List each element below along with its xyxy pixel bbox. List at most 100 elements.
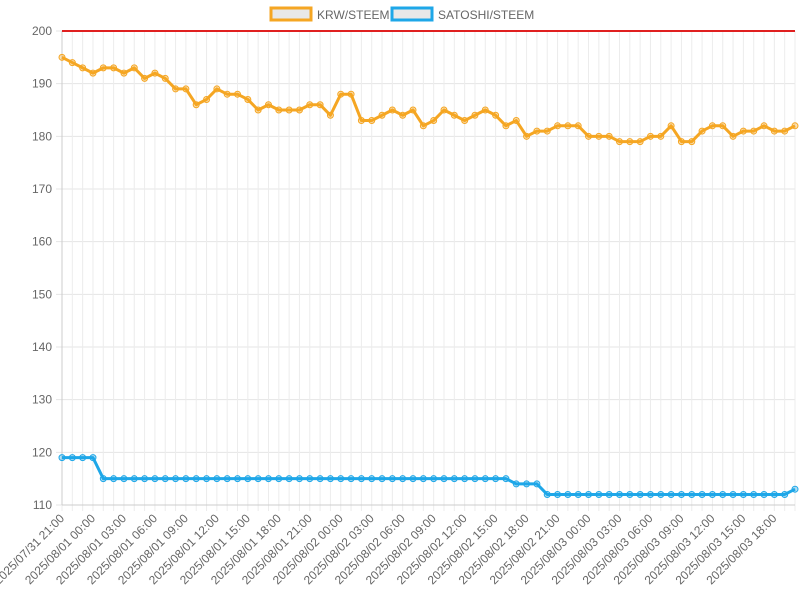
data-point [79, 454, 87, 462]
data-point [543, 127, 551, 135]
data-point [461, 475, 469, 483]
data-point [605, 132, 613, 140]
data-point [68, 454, 76, 462]
data-point [739, 490, 747, 498]
data-point [347, 90, 355, 98]
data-point [223, 90, 231, 98]
data-point [719, 122, 727, 130]
data-point [192, 475, 200, 483]
data-point [564, 490, 572, 498]
data-point [378, 475, 386, 483]
data-point [213, 475, 221, 483]
data-point [68, 59, 76, 67]
data-point [512, 117, 520, 125]
data-point [646, 490, 654, 498]
data-point [646, 132, 654, 140]
data-point [791, 122, 799, 130]
data-point [419, 122, 427, 130]
data-point [440, 106, 448, 114]
data-point [430, 117, 438, 125]
data-point [89, 454, 97, 462]
data-point [698, 490, 706, 498]
data-point [120, 475, 128, 483]
data-point [130, 475, 138, 483]
y-axis: 110 120 130 140 150 160 170 180 190 200 [32, 24, 52, 512]
y-tick-label: 200 [32, 24, 52, 38]
chart-grid [56, 30, 796, 511]
data-point [192, 101, 200, 109]
data-point [357, 117, 365, 125]
data-point [388, 475, 396, 483]
data-point [110, 64, 118, 72]
data-point [151, 475, 159, 483]
data-point [141, 74, 149, 82]
y-tick-label: 160 [32, 235, 52, 249]
data-point [471, 475, 479, 483]
data-point [688, 138, 696, 146]
data-point [306, 101, 314, 109]
data-point [554, 490, 562, 498]
data-point [203, 475, 211, 483]
data-point [512, 480, 520, 488]
data-point [595, 132, 603, 140]
data-point [667, 122, 675, 130]
y-tick-label: 120 [32, 445, 52, 459]
y-tick-label: 140 [32, 340, 52, 354]
data-point [471, 111, 479, 119]
data-point [295, 106, 303, 114]
series-group [58, 53, 799, 498]
data-point [409, 106, 417, 114]
data-point [481, 106, 489, 114]
y-tick-label: 110 [33, 498, 52, 512]
data-point [295, 475, 303, 483]
y-tick-label: 170 [32, 182, 52, 196]
data-point [79, 64, 87, 72]
data-point [708, 490, 716, 498]
data-point [234, 475, 242, 483]
data-point [615, 490, 623, 498]
series-line-1 [62, 456, 796, 496]
data-point [285, 106, 293, 114]
data-point [430, 475, 438, 483]
data-point [626, 490, 634, 498]
data-point [719, 490, 727, 498]
data-point [378, 111, 386, 119]
data-point [533, 480, 541, 488]
data-point [203, 95, 211, 103]
data-point [357, 475, 365, 483]
data-point [316, 475, 324, 483]
data-point [574, 122, 582, 130]
data-point [254, 475, 262, 483]
data-point [213, 85, 221, 93]
data-point [234, 90, 242, 98]
data-point [182, 85, 190, 93]
data-point [791, 485, 799, 493]
data-point [388, 106, 396, 114]
data-point [151, 69, 159, 77]
data-point [781, 490, 789, 498]
data-point [492, 111, 500, 119]
series-line-0 [61, 55, 796, 144]
data-point [708, 122, 716, 130]
data-point [337, 90, 345, 98]
data-point [141, 475, 149, 483]
data-point [750, 490, 758, 498]
data-point [440, 475, 448, 483]
y-tick-label: 190 [32, 77, 52, 91]
data-point [161, 74, 169, 82]
chart-legend: KRW/STEEM SATOSHI/STEEM [269, 6, 534, 22]
y-tick-label: 150 [32, 287, 52, 301]
data-point [450, 475, 458, 483]
data-point [120, 69, 128, 77]
data-point [223, 475, 231, 483]
data-point [533, 127, 541, 135]
data-point [172, 85, 180, 93]
data-point [130, 64, 138, 72]
data-point [657, 490, 665, 498]
data-point [502, 122, 510, 130]
data-point [585, 132, 593, 140]
data-point [409, 475, 417, 483]
data-point [419, 475, 427, 483]
data-point [667, 490, 675, 498]
